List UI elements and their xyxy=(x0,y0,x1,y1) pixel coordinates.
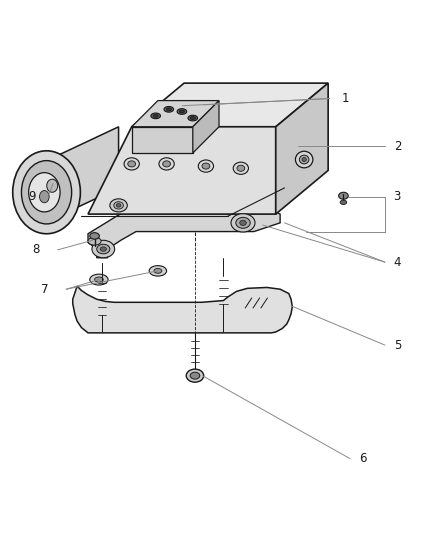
Text: 8: 8 xyxy=(32,244,40,256)
Ellipse shape xyxy=(47,179,58,192)
Polygon shape xyxy=(88,205,280,258)
Ellipse shape xyxy=(90,233,99,239)
Polygon shape xyxy=(276,83,328,214)
Ellipse shape xyxy=(90,274,108,285)
Polygon shape xyxy=(132,101,219,127)
Ellipse shape xyxy=(190,372,200,379)
Ellipse shape xyxy=(28,173,60,212)
Ellipse shape xyxy=(159,158,174,170)
Ellipse shape xyxy=(13,151,81,234)
Ellipse shape xyxy=(162,161,170,167)
Ellipse shape xyxy=(124,158,139,170)
Ellipse shape xyxy=(100,247,106,251)
Ellipse shape xyxy=(299,155,309,164)
Ellipse shape xyxy=(177,109,187,115)
Ellipse shape xyxy=(186,369,204,382)
Text: 9: 9 xyxy=(28,190,35,203)
Ellipse shape xyxy=(88,237,101,245)
Polygon shape xyxy=(132,83,328,127)
Ellipse shape xyxy=(202,163,210,169)
Ellipse shape xyxy=(240,220,246,225)
Ellipse shape xyxy=(237,165,245,171)
Ellipse shape xyxy=(128,161,136,167)
Ellipse shape xyxy=(39,190,49,203)
Text: 2: 2 xyxy=(394,140,401,153)
Text: 4: 4 xyxy=(394,256,401,269)
Text: 1: 1 xyxy=(341,92,349,105)
Ellipse shape xyxy=(117,204,121,207)
Text: 7: 7 xyxy=(41,282,49,296)
Ellipse shape xyxy=(190,117,195,119)
Ellipse shape xyxy=(198,160,214,172)
Ellipse shape xyxy=(340,200,347,205)
Ellipse shape xyxy=(295,151,313,168)
Ellipse shape xyxy=(188,115,198,121)
Text: 5: 5 xyxy=(394,338,401,352)
Ellipse shape xyxy=(236,217,250,228)
Ellipse shape xyxy=(92,240,115,258)
Ellipse shape xyxy=(231,214,255,232)
Ellipse shape xyxy=(114,201,124,209)
Polygon shape xyxy=(44,127,119,223)
Ellipse shape xyxy=(233,162,248,174)
Text: 3: 3 xyxy=(394,190,401,203)
Ellipse shape xyxy=(21,160,72,224)
Ellipse shape xyxy=(151,113,160,119)
Polygon shape xyxy=(73,286,292,333)
Ellipse shape xyxy=(179,110,184,113)
Text: 6: 6 xyxy=(359,452,366,465)
Ellipse shape xyxy=(110,199,127,212)
Ellipse shape xyxy=(95,277,103,282)
Ellipse shape xyxy=(97,244,110,254)
Ellipse shape xyxy=(149,265,166,276)
Polygon shape xyxy=(88,127,276,214)
Ellipse shape xyxy=(302,158,306,161)
Ellipse shape xyxy=(154,269,162,273)
Polygon shape xyxy=(132,127,193,153)
Ellipse shape xyxy=(164,107,173,112)
Polygon shape xyxy=(193,101,219,153)
Ellipse shape xyxy=(153,115,158,117)
Ellipse shape xyxy=(339,192,348,199)
Ellipse shape xyxy=(166,108,171,111)
